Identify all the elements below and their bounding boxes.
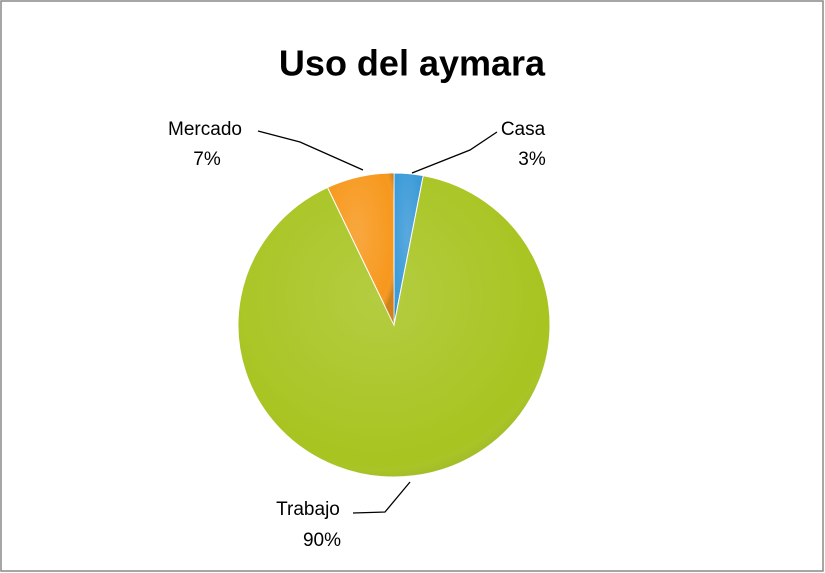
slice-value-label: 90%: [303, 530, 341, 551]
pie: [237, 172, 551, 478]
slice-value-label: 7%: [193, 149, 221, 170]
slice-label: Trabajo: [276, 499, 340, 520]
leader-line: [257, 130, 364, 171]
slice-value-label: 3%: [518, 149, 546, 170]
slice-label: Mercado: [168, 119, 242, 140]
chart-title: Uso del aymara: [279, 43, 546, 84]
leader-line: [411, 131, 498, 174]
leader-line: [352, 481, 411, 514]
slice-label: Casa: [501, 119, 546, 140]
